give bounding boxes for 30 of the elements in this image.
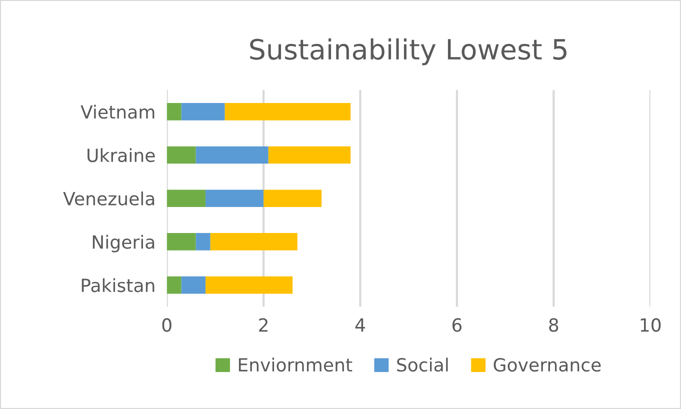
- bar: [166, 233, 196, 250]
- x-tick-label: 0: [162, 318, 172, 332]
- bar: [181, 276, 206, 294]
- x-tick-label: 2: [259, 318, 268, 332]
- bar: [206, 190, 264, 208]
- chart-title: Sustainability Lowest 5: [250, 38, 566, 66]
- y-tick-label: Pakistan: [82, 278, 154, 292]
- y-tick-label: Venezuela: [63, 192, 154, 206]
- x-tick-label: 10: [640, 318, 661, 332]
- y-tick-label: Ukraine: [88, 148, 155, 162]
- x-tick-label: 4: [355, 318, 365, 332]
- y-tick-label: Nigeria: [92, 234, 154, 252]
- bar: [268, 146, 351, 164]
- bar: [210, 233, 298, 250]
- x-tick-label: 8: [549, 318, 558, 332]
- legend-label: Governance: [494, 358, 601, 372]
- bar: [206, 276, 293, 294]
- bar: [166, 102, 182, 120]
- legend-label: Social: [397, 358, 448, 372]
- bar: [166, 146, 196, 164]
- bar: [224, 102, 351, 120]
- x-tick-label: 6: [452, 318, 462, 332]
- bar: [166, 276, 182, 294]
- bar: [196, 233, 210, 250]
- bar: [264, 190, 322, 208]
- y-tick-label: Vietnam: [80, 104, 154, 119]
- bar: [181, 102, 225, 120]
- bar: [166, 190, 206, 208]
- legend-label: Enviornment: [238, 358, 352, 372]
- bar: [196, 146, 268, 164]
